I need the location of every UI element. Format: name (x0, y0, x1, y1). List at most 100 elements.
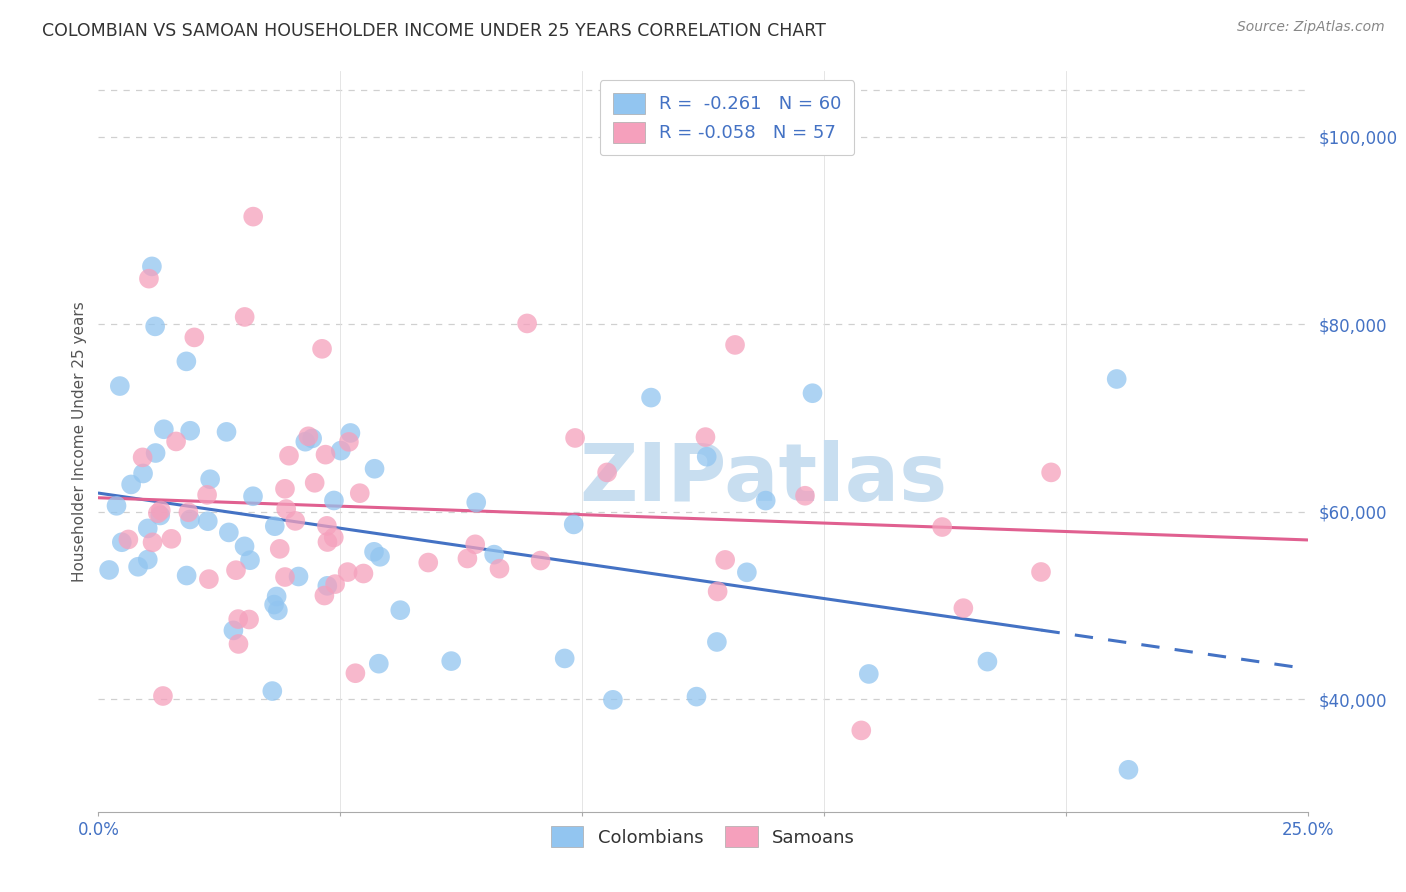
Point (696, 450, 718, 464)
Point (132, 467, 155, 481)
Point (269, 541, 291, 556)
Point (225, 563, 247, 577)
Point (179, 512, 201, 526)
Point (529, 553, 551, 567)
Point (706, 635, 728, 649)
Point (238, 612, 260, 626)
Point (952, 601, 974, 615)
Point (640, 391, 662, 405)
Point (218, 525, 240, 540)
Y-axis label: Householder Income Under 25 years: Householder Income Under 25 years (72, 301, 87, 582)
Point (141, 535, 163, 549)
Point (278, 449, 301, 463)
Point (389, 603, 412, 617)
Point (482, 548, 505, 562)
Point (274, 482, 297, 496)
Point (314, 589, 336, 603)
Point (755, 493, 778, 508)
Point (143, 319, 166, 334)
Point (233, 540, 256, 554)
Point (228, 637, 250, 651)
Point (440, 654, 463, 668)
Point (239, 553, 262, 567)
Point (138, 271, 160, 285)
Point (198, 472, 221, 486)
Point (287, 569, 309, 583)
Point (176, 568, 198, 582)
Point (242, 489, 264, 503)
Point (145, 446, 167, 460)
Point (226, 612, 249, 626)
Point (120, 477, 142, 491)
Point (179, 424, 201, 438)
Point (344, 666, 367, 681)
Text: COLOMBIAN VS SAMOAN HOUSEHOLDER INCOME UNDER 25 YEARS CORRELATION CHART: COLOMBIAN VS SAMOAN HOUSEHOLDER INCOME U… (42, 22, 827, 40)
Point (149, 503, 172, 517)
Point (368, 549, 391, 564)
Point (363, 545, 385, 559)
Point (562, 517, 585, 532)
Point (136, 552, 159, 566)
Point (315, 448, 337, 462)
Point (177, 505, 200, 519)
Point (141, 260, 163, 274)
Point (316, 579, 339, 593)
Point (146, 506, 169, 520)
Point (152, 689, 174, 703)
Point (329, 443, 352, 458)
Point (198, 572, 221, 586)
Point (564, 431, 586, 445)
Point (301, 432, 323, 446)
Point (488, 562, 510, 576)
Point (851, 723, 873, 738)
Point (353, 566, 375, 581)
Point (976, 655, 998, 669)
Point (294, 434, 316, 449)
Point (695, 430, 717, 444)
Point (464, 537, 486, 551)
Point (165, 434, 187, 449)
Point (153, 422, 176, 436)
Point (127, 559, 149, 574)
Point (465, 495, 488, 509)
Point (367, 657, 389, 671)
Text: Source: ZipAtlas.com: Source: ZipAtlas.com (1237, 20, 1385, 34)
Point (363, 462, 385, 476)
Point (131, 450, 153, 465)
Point (263, 519, 285, 533)
Point (108, 379, 131, 393)
Point (284, 514, 307, 528)
Point (242, 210, 264, 224)
Point (1040, 466, 1063, 480)
Point (706, 584, 728, 599)
Point (222, 624, 245, 638)
Point (233, 310, 256, 324)
Point (1118, 763, 1140, 777)
Text: ZIPatlas: ZIPatlas (579, 440, 948, 517)
Point (197, 514, 219, 528)
Point (267, 603, 290, 617)
Point (297, 429, 319, 443)
Point (276, 502, 298, 516)
Point (136, 521, 159, 535)
Point (596, 466, 619, 480)
Point (322, 530, 344, 544)
Point (266, 590, 288, 604)
Point (215, 425, 238, 439)
Point (316, 535, 339, 549)
Point (323, 577, 346, 591)
Point (183, 330, 205, 344)
Point (316, 519, 339, 533)
Point (274, 570, 297, 584)
Point (456, 551, 478, 566)
Point (931, 520, 953, 534)
Point (724, 338, 747, 352)
Point (195, 488, 218, 502)
Point (685, 690, 707, 704)
Point (263, 598, 285, 612)
Point (794, 489, 817, 503)
Point (117, 533, 139, 547)
Point (858, 667, 880, 681)
Point (418, 556, 440, 570)
Point (111, 535, 134, 549)
